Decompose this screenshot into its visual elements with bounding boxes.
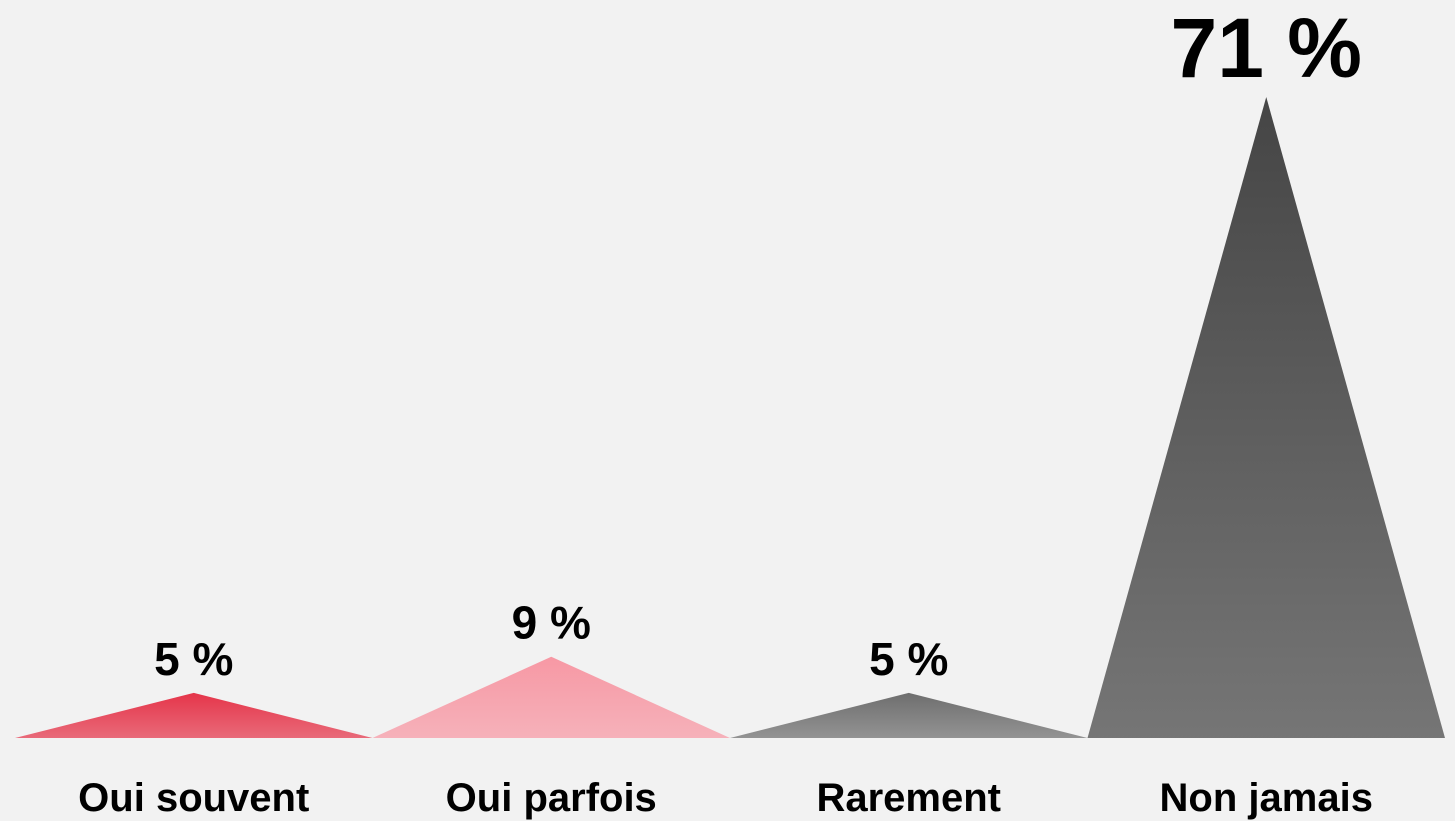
value-label: 5 % <box>869 633 948 685</box>
peak <box>372 656 730 738</box>
category-label: Non jamais <box>1160 776 1373 820</box>
peak <box>730 692 1088 738</box>
peak <box>1087 97 1445 738</box>
category-label: Oui souvent <box>78 776 309 820</box>
value-label: 71 % <box>1171 1 1362 95</box>
value-label: 5 % <box>154 633 233 685</box>
peak <box>15 692 373 738</box>
category-label: Rarement <box>816 776 1001 820</box>
category-label: Oui parfois <box>446 776 657 820</box>
value-label: 9 % <box>512 597 591 649</box>
